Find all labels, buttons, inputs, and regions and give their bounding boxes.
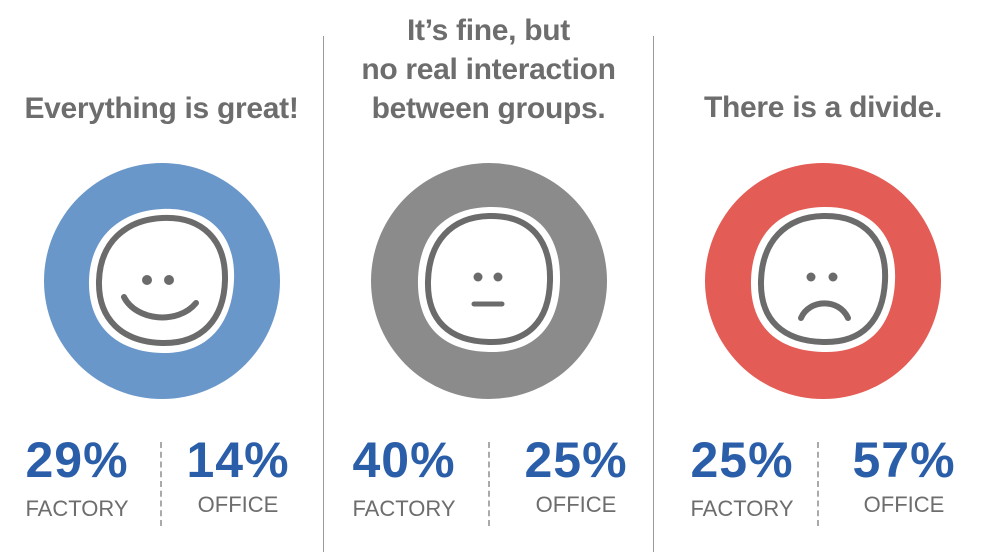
title-line: no real interaction [361, 53, 616, 86]
stat-label: OFFICE [197, 492, 279, 517]
stat-separator [160, 442, 162, 526]
stats-row: 25% FACTORY 57% OFFICE [654, 432, 992, 532]
title-line: It’s fine, but [406, 14, 570, 47]
stat-office: 14% OFFICE [163, 432, 313, 518]
panel-title: There is a divide. [654, 88, 992, 127]
stat-factory: 40% FACTORY [329, 432, 479, 522]
face-graphic [324, 163, 653, 399]
panel-fine: It’s fine, but no real interaction betwe… [324, 0, 653, 552]
stat-office: 25% OFFICE [501, 432, 651, 518]
stats-row: 29% FACTORY 14% OFFICE [0, 432, 323, 532]
face-graphic [654, 163, 992, 399]
stat-value: 25% [690, 432, 794, 488]
divider-right [653, 36, 654, 552]
stat-separator [817, 442, 819, 526]
stat-value: 25% [524, 432, 628, 488]
panel-great: Everything is great! 29% FACTORY 14% OFF… [0, 0, 323, 552]
stat-value: 57% [852, 432, 956, 488]
sad-face-icon [705, 163, 941, 399]
stat-label: FACTORY [352, 496, 456, 521]
title-line: Everything is great! [24, 92, 299, 125]
neutral-face-icon [370, 163, 607, 399]
title-line: between groups. [371, 92, 606, 125]
stat-separator [488, 442, 490, 526]
stat-label: FACTORY [690, 496, 794, 521]
stat-office: 57% OFFICE [829, 432, 979, 518]
stat-label: OFFICE [863, 492, 945, 517]
stat-factory: 29% FACTORY [2, 432, 152, 522]
stat-factory: 25% FACTORY [667, 432, 817, 522]
stat-label: FACTORY [25, 496, 129, 521]
panel-title: Everything is great! [0, 89, 323, 128]
stat-label: OFFICE [535, 492, 617, 517]
happy-face-icon [43, 163, 280, 399]
face-graphic [0, 163, 323, 399]
panel-title: It’s fine, but no real interaction betwe… [324, 11, 653, 128]
title-line: There is a divide. [703, 91, 943, 124]
panel-divide: There is a divide. 25% FACTORY 57% OFFIC… [654, 0, 992, 552]
stat-value: 29% [25, 432, 129, 488]
divider-left [323, 36, 324, 552]
stat-value: 14% [186, 432, 290, 488]
stats-row: 40% FACTORY 25% OFFICE [324, 432, 653, 532]
stat-value: 40% [352, 432, 456, 488]
